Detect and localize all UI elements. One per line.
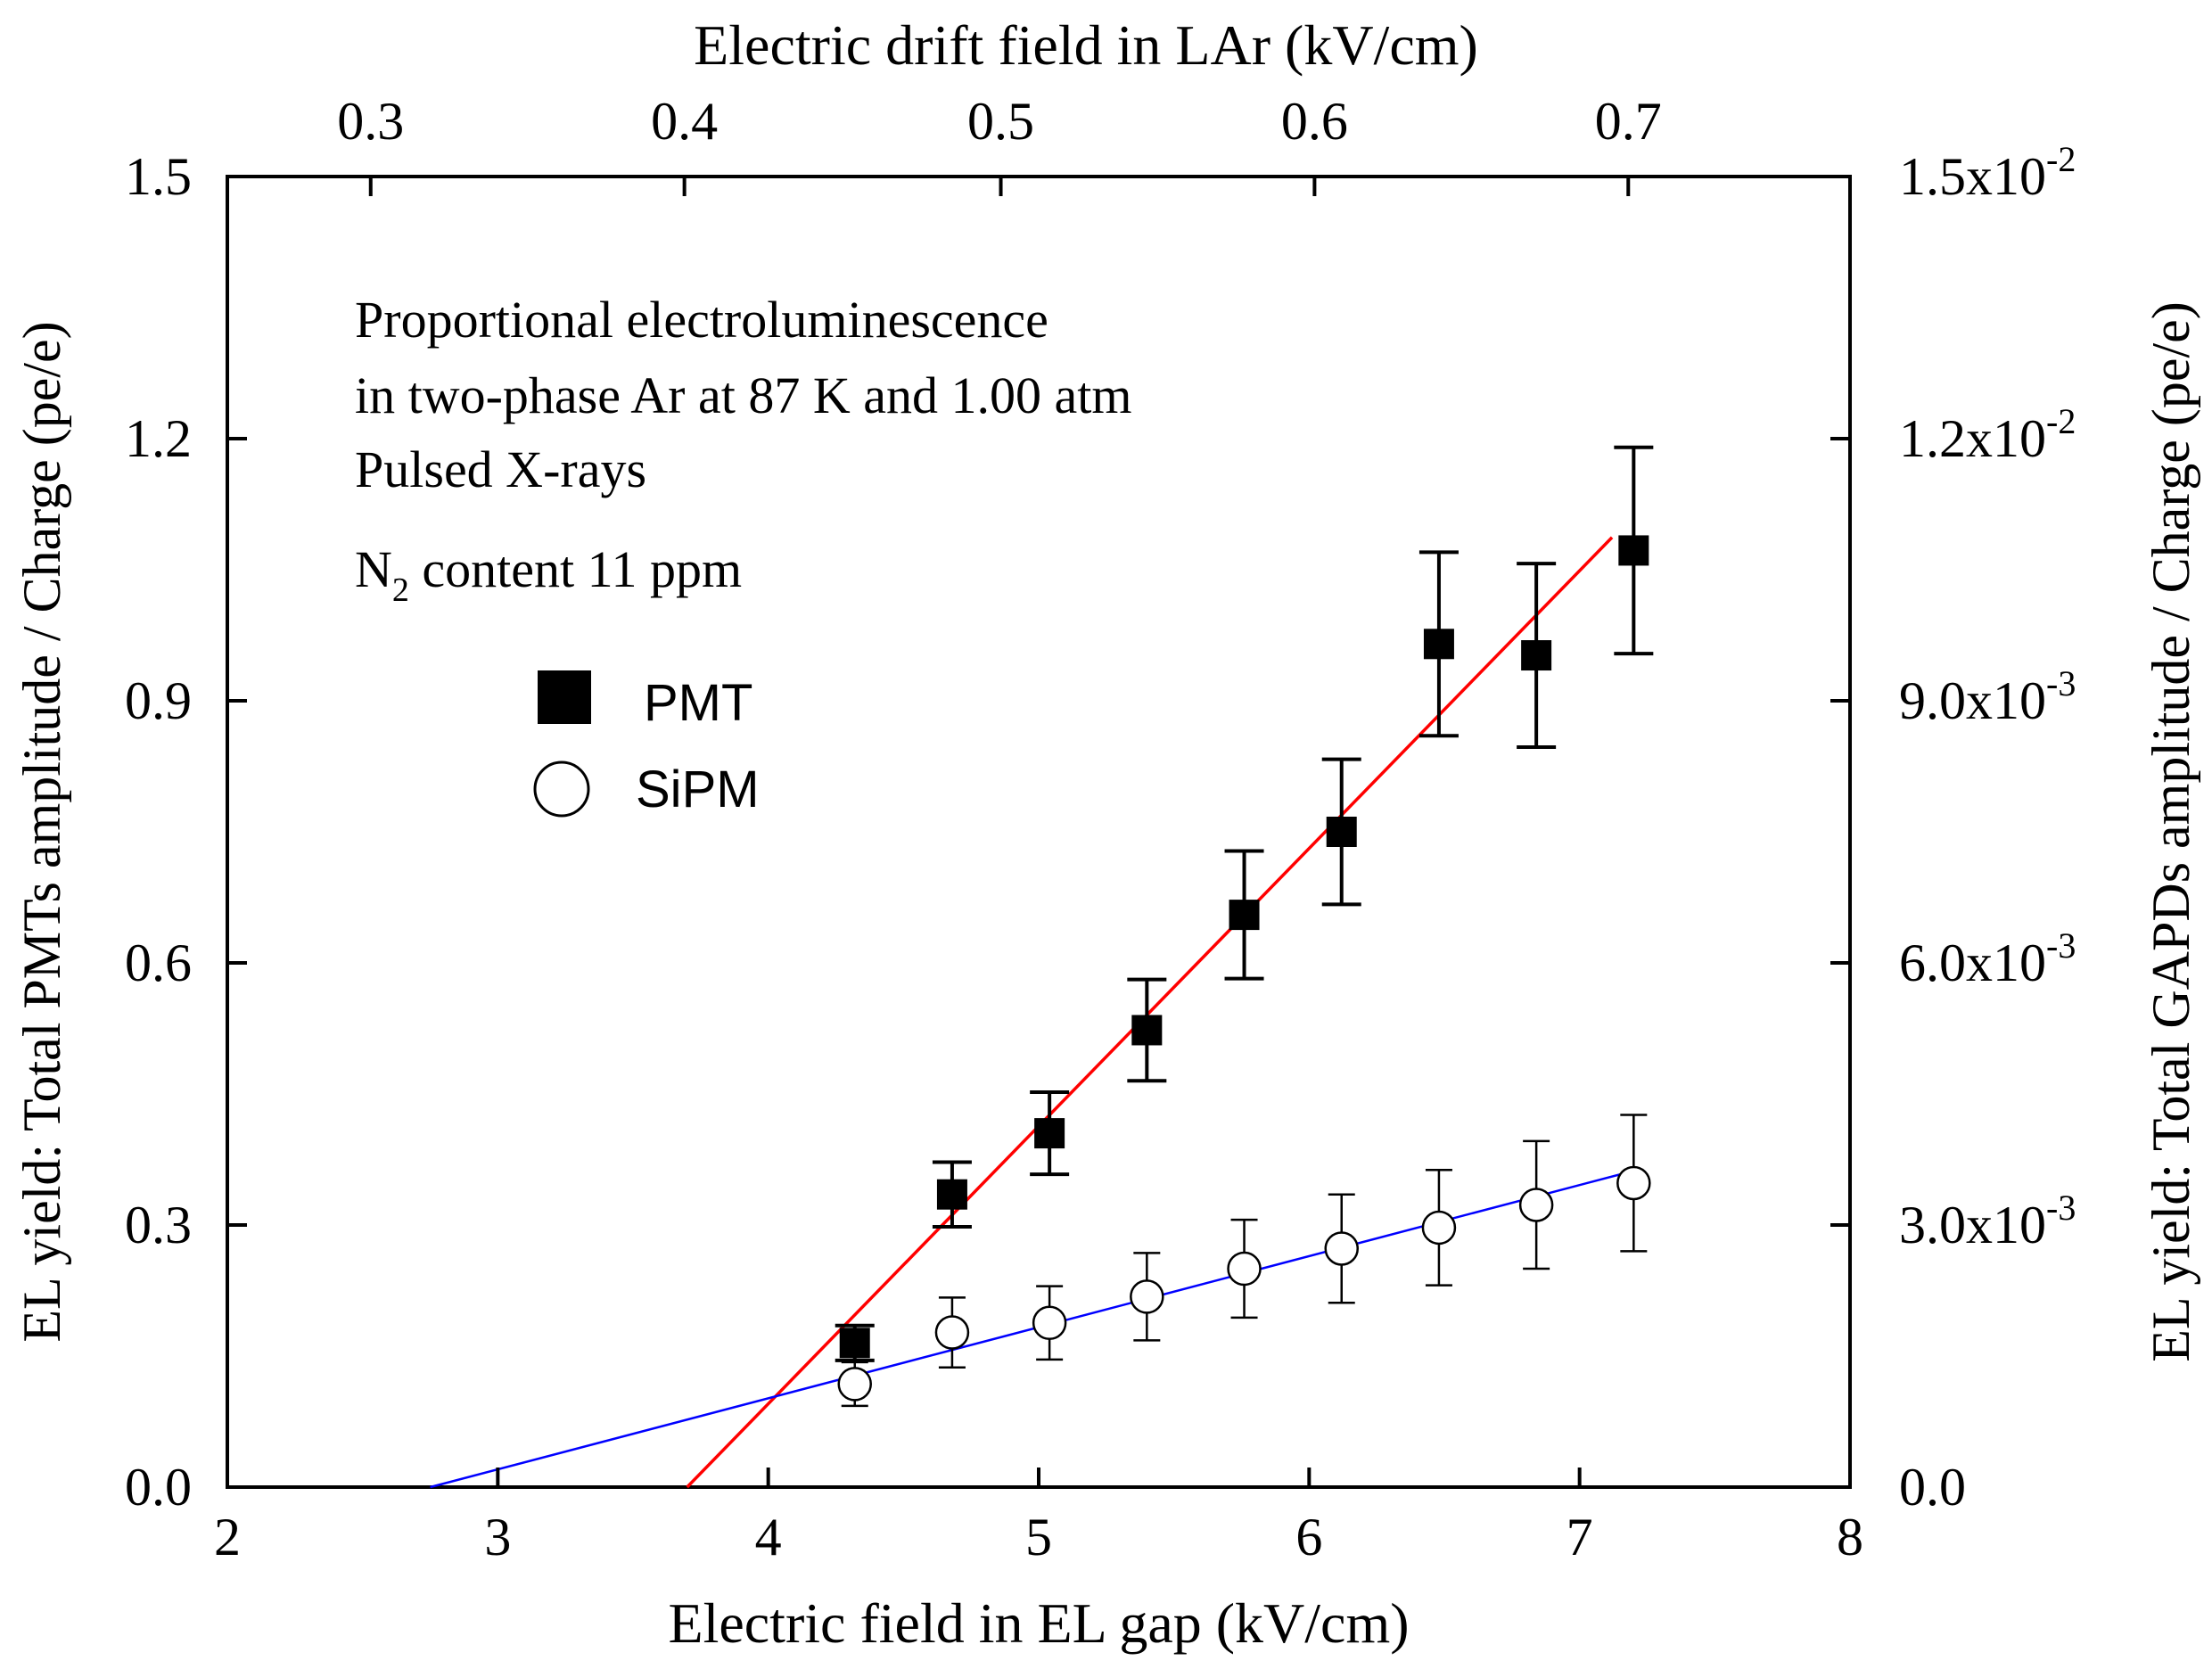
y-right-tick-label: 0.0 — [1899, 1458, 1966, 1517]
y-tick-label: 0.3 — [125, 1196, 192, 1254]
y-right-tick-mantissa: 6.0x10 — [1899, 933, 2046, 992]
y-right-tick-exponent: -2 — [2046, 401, 2076, 441]
x-top-axis-title: Electric drift field in LAr (kV/cm) — [694, 13, 1478, 77]
x-tick-label: 8 — [1837, 1508, 1863, 1566]
fit-line-pmt — [686, 536, 1614, 1489]
data-point-pmt — [1229, 900, 1260, 931]
x-tick-label: 5 — [1025, 1508, 1052, 1566]
n2-base: N — [355, 540, 392, 598]
legend-pmt-label: PMT — [644, 674, 752, 732]
y-tick-label: 0.0 — [125, 1458, 192, 1517]
legend-sipm-label: SiPM — [636, 761, 760, 818]
x-top-tick-label: 0.5 — [967, 92, 1034, 151]
x-top-tick-label: 0.3 — [337, 92, 404, 151]
n2-subscript: 2 — [392, 571, 409, 609]
data-point-pmt — [1618, 535, 1649, 566]
data-point-sipm — [1130, 1279, 1164, 1314]
data-point-pmt — [839, 1328, 870, 1359]
y-right-tick-mantissa: 1.5x10 — [1899, 147, 2046, 206]
y-right-tick-mantissa: 9.0x10 — [1899, 671, 2046, 730]
y-right-tick-label: 6.0x10-3 — [1899, 925, 2076, 992]
data-point-pmt — [1034, 1118, 1065, 1149]
n2-rest: content 11 ppm — [409, 540, 742, 598]
data-point-sipm — [1227, 1251, 1262, 1287]
data-point-sipm — [1324, 1231, 1359, 1266]
data-point-sipm — [1518, 1188, 1554, 1222]
data-point-sipm — [1032, 1305, 1067, 1341]
y-axis-title: EL yield: Total PMTs amplitude / Charge … — [12, 321, 71, 1342]
y-tick-label: 0.9 — [125, 671, 192, 730]
n2-content-label: N2 content 11 ppm — [355, 540, 742, 609]
y-tick-label: 1.2 — [125, 409, 192, 468]
y-right-tick-label: 3.0x10-3 — [1899, 1188, 2076, 1254]
x-tick-label: 7 — [1566, 1508, 1593, 1566]
x-top-tick-label: 0.4 — [651, 92, 718, 151]
annotation-line-1: Proportional electroluminescence — [355, 291, 1048, 349]
data-point-pmt — [936, 1179, 967, 1210]
x-tick-label: 3 — [484, 1508, 511, 1566]
x-top-tick-label: 0.7 — [1595, 92, 1662, 151]
x-top-tick-label: 0.6 — [1281, 92, 1348, 151]
x-tick-label: 4 — [755, 1508, 782, 1566]
x-tick-label: 6 — [1295, 1508, 1322, 1566]
data-point-pmt — [1521, 640, 1552, 671]
legend-sipm-marker — [533, 761, 590, 818]
y-right-tick-label: 1.2x10-2 — [1899, 401, 2076, 468]
data-point-sipm — [1616, 1165, 1651, 1201]
data-point-sipm — [934, 1315, 970, 1350]
y-right-tick-mantissa: 0.0 — [1899, 1458, 1966, 1517]
annotation-line-2: in two-phase Ar at 87 K and 1.00 atm — [355, 366, 1131, 424]
data-point-pmt — [1326, 817, 1357, 847]
annotation-line-3: Pulsed X-rays — [355, 440, 646, 498]
y-right-tick-mantissa: 3.0x10 — [1899, 1196, 2046, 1254]
data-point-pmt — [1423, 629, 1454, 660]
y-right-tick-mantissa: 1.2x10 — [1899, 409, 2046, 468]
legend-pmt-marker — [538, 670, 591, 724]
y-right-tick-exponent: -2 — [2046, 139, 2076, 179]
y-right-tick-label: 9.0x10-3 — [1899, 663, 2076, 730]
x-tick-label: 2 — [214, 1508, 241, 1566]
data-point-pmt — [1131, 1015, 1163, 1046]
axis-ticks: 2 3 4 5 6 7 8 0.3 0.4 0.5 0.6 0.7 0.0 0.3 0.6 0.9 1.2 1.5… — [125, 92, 2076, 1566]
y-right-tick-exponent: -3 — [2046, 663, 2076, 703]
y-tick-label: 0.6 — [125, 933, 192, 992]
y-right-tick-label: 1.5x10-2 — [1899, 139, 2076, 206]
fit-lines — [430, 536, 1634, 1489]
y-right-tick-exponent: -3 — [2046, 925, 2076, 966]
data-point-sipm — [1421, 1210, 1457, 1246]
y-right-axis-title: EL yield: Total GAPDs amplitude / Charge… — [2142, 301, 2200, 1361]
data-point-sipm — [837, 1367, 872, 1402]
y-tick-label: 1.5 — [125, 147, 192, 206]
x-axis-title: Electric field in EL gap (kV/cm) — [668, 1591, 1409, 1655]
y-right-tick-exponent: -3 — [2046, 1188, 2076, 1228]
data-markers — [837, 535, 1651, 1402]
